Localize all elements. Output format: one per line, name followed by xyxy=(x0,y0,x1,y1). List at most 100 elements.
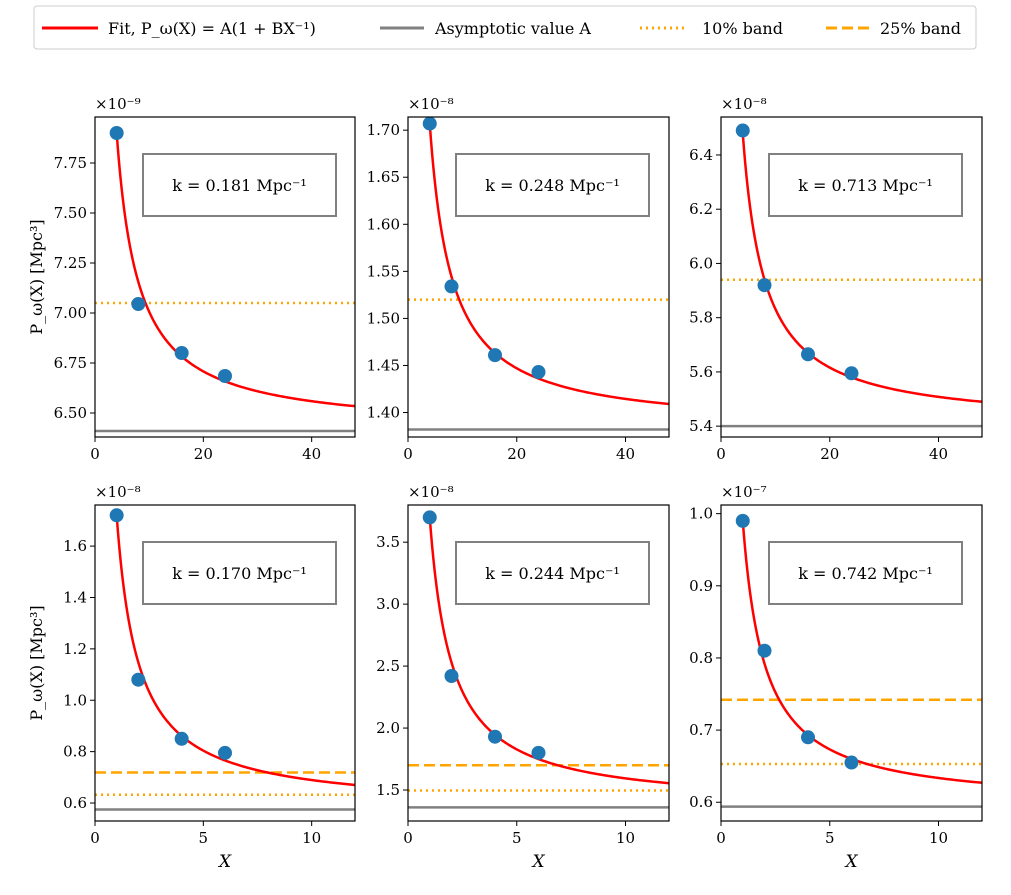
data-point xyxy=(844,366,859,381)
x-tick-label: 0 xyxy=(403,445,413,463)
data-point xyxy=(801,730,815,745)
data-point xyxy=(735,513,750,528)
panel-4: 0.6 0.8 1.0 1.2 1.4 1.6 0 5 10 ×10⁻⁸ k = 0.170 Mpc… xyxy=(27,483,356,872)
k-label: k = 0.742 Mpc⁻¹ xyxy=(798,564,933,583)
x-tick-label: 20 xyxy=(194,445,213,463)
y-tick-label: 7.75 xyxy=(54,154,87,172)
k-label-box xyxy=(768,541,963,605)
fit-curve xyxy=(741,520,982,784)
data-point xyxy=(422,116,437,131)
y-tick-label: 0.7 xyxy=(689,721,713,739)
x-tick-label: 5 xyxy=(512,829,522,847)
x-axis-label: X xyxy=(217,852,232,872)
x-tick-label: 20 xyxy=(507,445,526,463)
x-tick-label: 40 xyxy=(302,445,321,463)
y-tick-label: 1.0 xyxy=(689,505,713,523)
y-tick-label: 1.0 xyxy=(63,691,87,709)
axis-multiplier: ×10⁻⁷ xyxy=(721,483,767,501)
y-tick-label: 6.75 xyxy=(54,354,87,372)
y-tick-label: 0.6 xyxy=(63,794,87,812)
data-point xyxy=(218,369,232,383)
y-tick-label: 5.8 xyxy=(689,309,713,327)
fit-curve xyxy=(115,132,355,408)
y-tick-label: 2.0 xyxy=(376,719,400,737)
data-point xyxy=(422,510,437,525)
x-tick-label: 40 xyxy=(616,445,635,463)
data-point xyxy=(174,346,189,360)
fit-curve xyxy=(428,123,669,406)
data-point xyxy=(488,729,502,744)
data-point xyxy=(735,123,750,138)
fit-curve xyxy=(115,515,355,787)
data-point xyxy=(131,672,146,687)
axis-multiplier: ×10⁻⁸ xyxy=(721,95,767,113)
y-tick-label: 1.4 xyxy=(63,588,87,606)
y-tick-label: 6.2 xyxy=(689,200,713,218)
axes-frame xyxy=(407,116,670,438)
axes-frame xyxy=(407,504,670,822)
y-tick-label: 1.65 xyxy=(367,168,400,186)
y-tick-label: 1.70 xyxy=(367,121,400,139)
y-tick-label: 7.50 xyxy=(54,204,87,222)
data-point xyxy=(531,745,546,760)
y-tick-label: 1.50 xyxy=(367,309,400,327)
y-tick-label: 7.25 xyxy=(54,254,87,272)
y-tick-label: 5.4 xyxy=(689,417,713,435)
legend: Fit, P_ω(X) = A(1 + BX⁻¹) Asymptotic val… xyxy=(33,5,977,50)
k-label: k = 0.248 Mpc⁻¹ xyxy=(485,176,620,195)
x-tick-label: 0 xyxy=(403,829,413,847)
k-label-box xyxy=(142,541,337,605)
y-tick-label: 1.45 xyxy=(367,356,400,374)
data-point xyxy=(444,669,459,684)
x-tick-label: 5 xyxy=(825,829,835,847)
plot-area xyxy=(95,515,355,811)
x-tick-label: 0 xyxy=(716,445,726,463)
data-point xyxy=(757,643,772,658)
fit-curve xyxy=(741,133,982,403)
axes-frame xyxy=(94,116,356,438)
x-tick-label: 5 xyxy=(199,829,209,847)
y-tick-label: 1.55 xyxy=(367,262,400,280)
panel-3: 5.4 5.6 5.8 6.0 6.2 6.4 0 20 40 ×10⁻⁸ k = 0.713 Mp… xyxy=(689,95,983,463)
axis-multiplier: ×10⁻⁸ xyxy=(408,483,454,501)
y-tick-label: 3.0 xyxy=(376,595,400,613)
x-tick-label: 10 xyxy=(929,829,948,847)
axis-multiplier: ×10⁻⁸ xyxy=(95,483,141,501)
x-axis-label: X xyxy=(530,852,545,872)
x-tick-label: 10 xyxy=(302,829,321,847)
y-tick-label: 1.40 xyxy=(367,404,400,422)
x-tick-label: 20 xyxy=(820,445,839,463)
plot-area xyxy=(721,520,982,808)
y-tick-label: 0.6 xyxy=(689,793,713,811)
legend-band25-label: 25% band xyxy=(880,19,961,38)
y-tick-label: 0.8 xyxy=(689,649,713,667)
data-point xyxy=(444,279,459,294)
y-tick-label: 7.00 xyxy=(54,304,87,322)
data-point xyxy=(109,508,124,523)
data-point xyxy=(844,755,859,770)
legend-band10-label: 10% band xyxy=(702,19,783,38)
panel-1: 6.50 6.75 7.00 7.25 7.50 7.75 0 20 40 ×10⁻⁹ k = 0.… xyxy=(27,95,356,463)
y-tick-label: 1.2 xyxy=(63,640,87,658)
y-axis-label: P_ω(X) [Mpc³] xyxy=(27,219,46,334)
x-tick-label: 40 xyxy=(929,445,948,463)
x-tick-label: 0 xyxy=(90,829,100,847)
data-point xyxy=(218,745,232,760)
x-axis-label: X xyxy=(843,852,858,872)
plot-area xyxy=(408,517,669,809)
y-tick-label: 3.5 xyxy=(376,533,400,551)
y-axis-label: P_ω(X) [Mpc³] xyxy=(27,605,46,720)
k-label-box xyxy=(455,541,650,605)
y-tick-label: 6.4 xyxy=(689,146,713,164)
k-label: k = 0.244 Mpc⁻¹ xyxy=(485,564,620,583)
data-point xyxy=(757,278,772,293)
data-point xyxy=(488,348,502,363)
legend-fit-label: Fit, P_ω(X) = A(1 + BX⁻¹) xyxy=(108,19,316,38)
k-label: k = 0.181 Mpc⁻¹ xyxy=(172,176,307,195)
fit-curve xyxy=(428,517,669,785)
x-tick-label: 0 xyxy=(716,829,726,847)
k-label-box xyxy=(455,153,650,217)
x-tick-label: 0 xyxy=(90,445,100,463)
panel-6: 0.6 0.7 0.8 0.9 1.0 0 5 10 ×10⁻⁷ k = 0.742 Mpc⁻¹ X xyxy=(689,483,983,872)
